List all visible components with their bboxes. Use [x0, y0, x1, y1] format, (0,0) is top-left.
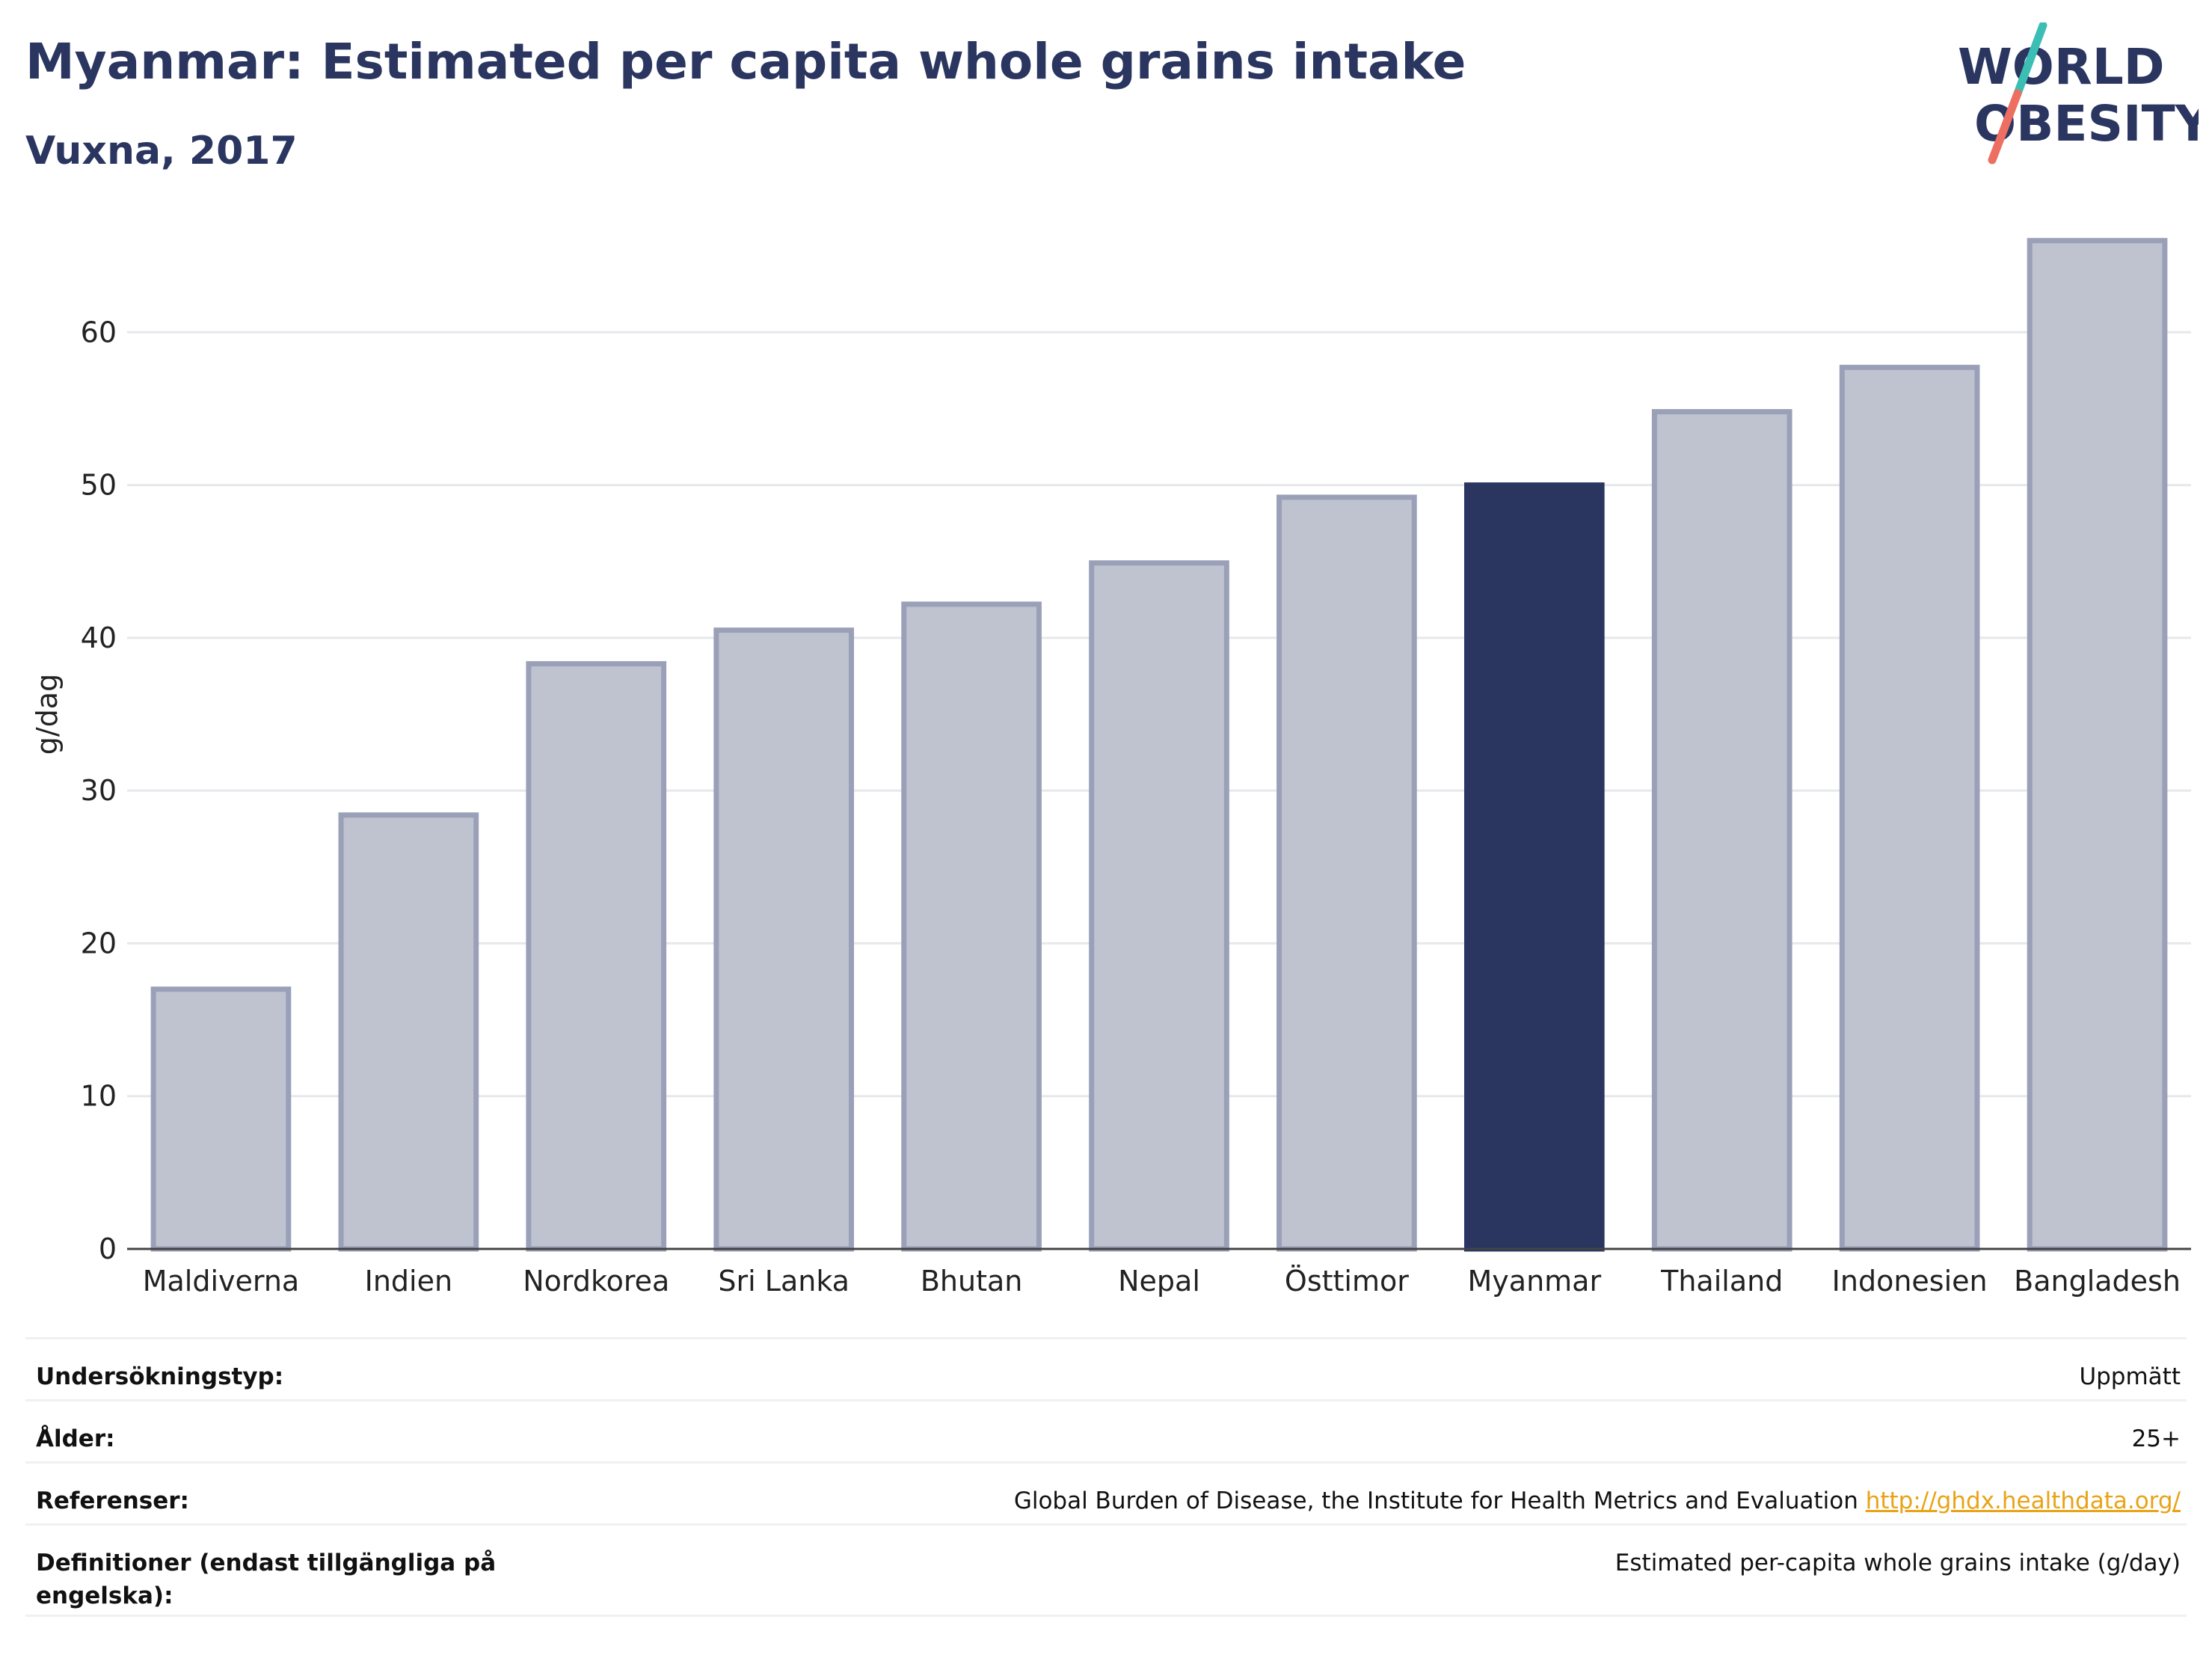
meta-label: Ålder:	[36, 1425, 115, 1452]
x-tick-label: Bhutan	[921, 1265, 1023, 1298]
chart-subtitle: Vuxna, 2017	[25, 129, 298, 174]
y-tick-labels: 0 10 20 30 40 50 60	[81, 316, 117, 1265]
x-tick-labels: Maldiverna Indien Nordkorea Sri Lanka Bhutan…	[143, 1265, 2181, 1298]
bar-bhutan[interactable]	[901, 601, 1042, 1252]
meta-value: Estimated per-capita whole grains intake…	[1615, 1550, 2181, 1576]
bar-indien[interactable]	[338, 812, 479, 1252]
meta-value: Global Burden of Disease, the Institute …	[1014, 1484, 2187, 1517]
bar-nordkorea[interactable]	[526, 661, 667, 1252]
meta-row-definitions: Definitioner (endast tillgängliga på eng…	[25, 1523, 2187, 1617]
logo-slash-teal	[2013, 22, 2047, 98]
chart-title: Myanmar: Estimated per capita whole grai…	[25, 33, 1466, 90]
meta-value: Uppmätt	[2079, 1363, 2181, 1390]
reference-link[interactable]: http://ghdx.healthdata.org/	[1865, 1487, 2181, 1514]
x-tick-label: Myanmar	[1468, 1265, 1602, 1298]
bar-chart: Maldiverna Indien Nordkorea Sri Lanka Bhutan…	[31, 238, 2191, 1298]
x-tick-label: Thailand	[1660, 1265, 1783, 1298]
x-tick-label: Maldiverna	[143, 1265, 300, 1298]
y-tick-label: 20	[81, 927, 117, 959]
logo-slash-coral	[1988, 89, 2022, 165]
reference-text: Global Burden of Disease, the Institute …	[1013, 1487, 1866, 1514]
x-tick-label: Indonesien	[1832, 1265, 1988, 1298]
y-tick-label: 10	[81, 1080, 117, 1113]
meta-label: Referenser:	[36, 1487, 189, 1514]
x-tick-label: Bangladesh	[2014, 1265, 2181, 1298]
x-tick-label: Sri Lanka	[718, 1265, 850, 1298]
y-tick-label: 30	[81, 774, 117, 807]
bar-sri-lanka[interactable]	[713, 627, 855, 1252]
bar-indonesien[interactable]	[1839, 364, 1980, 1252]
bar-bangladesh[interactable]	[2027, 238, 2168, 1252]
logo-line1: WORLD	[1958, 38, 2165, 96]
meta-row-references: Referenser: Global Burden of Disease, th…	[25, 1461, 2187, 1523]
bar-nepal[interactable]	[1089, 560, 1229, 1252]
bar-myanmar[interactable]	[1463, 482, 1605, 1252]
meta-label: Undersökningstyp:	[36, 1363, 284, 1390]
bar-maldiverna[interactable]	[150, 986, 292, 1252]
x-tick-label: Indien	[365, 1265, 452, 1298]
y-axis-label: g/dag	[31, 674, 64, 755]
bar-östtimor[interactable]	[1276, 494, 1417, 1252]
bars	[150, 238, 2168, 1252]
metadata-table: Undersökningstyp: Uppmätt Ålder: 25+ Ref…	[25, 1337, 2187, 1617]
x-tick-label: Nepal	[1118, 1265, 1200, 1298]
world-obesity-logo[interactable]: WORLD OBESITY	[1944, 22, 2199, 165]
meta-label: Definitioner (endast tillgängliga på eng…	[36, 1550, 497, 1609]
x-tick-label: Östtimor	[1285, 1265, 1409, 1298]
y-tick-label: 50	[81, 469, 117, 502]
y-tick-label: 40	[81, 621, 117, 654]
meta-row-survey-type: Undersökningstyp: Uppmätt	[25, 1337, 2187, 1399]
meta-value: 25+	[2131, 1425, 2181, 1452]
x-tick-label: Nordkorea	[523, 1265, 669, 1298]
bar-thailand[interactable]	[1651, 409, 1792, 1252]
y-tick-label: 0	[99, 1232, 117, 1265]
y-tick-label: 60	[81, 316, 117, 348]
meta-row-age: Ålder: 25+	[25, 1399, 2187, 1461]
